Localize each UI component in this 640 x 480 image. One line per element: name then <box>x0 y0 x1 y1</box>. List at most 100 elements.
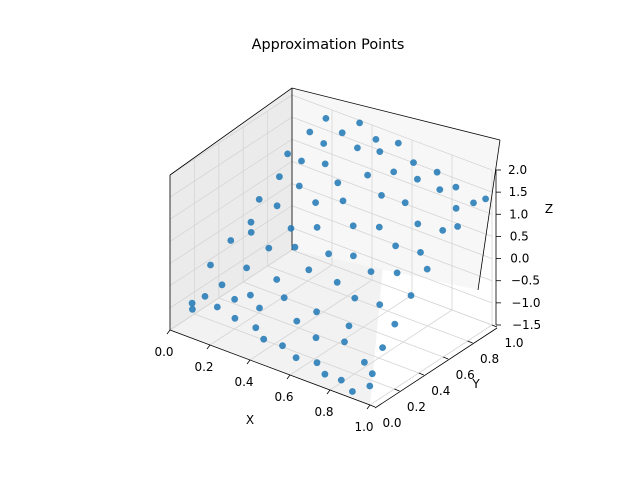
z-grid-line <box>291 94 493 171</box>
x-tick-mark <box>326 389 331 395</box>
data-point <box>213 303 221 311</box>
data-point <box>414 175 421 183</box>
x-grid-line <box>289 294 413 376</box>
data-point <box>273 202 281 210</box>
data-point <box>189 305 196 313</box>
y-tick-mark <box>418 372 424 376</box>
pane-outlines <box>169 87 501 330</box>
data-point <box>305 266 313 274</box>
x-grid-line <box>209 264 333 346</box>
x-grid-line <box>329 309 453 391</box>
y-tick-label: 1.0 <box>504 336 523 350</box>
data-point <box>379 344 386 351</box>
data-point <box>284 150 291 158</box>
z-grid-line <box>291 227 493 304</box>
data-point <box>273 276 281 283</box>
x-axis-label: X <box>246 413 254 427</box>
data-point <box>312 199 319 207</box>
data-point <box>392 242 399 250</box>
z-grid-line <box>169 227 293 309</box>
data-point <box>298 157 305 165</box>
x-tick-label: 0.6 <box>274 390 293 404</box>
data-point <box>334 179 342 187</box>
data-point <box>391 320 399 328</box>
y-grid-line <box>218 297 419 374</box>
data-point <box>287 225 295 232</box>
data-points <box>188 115 489 395</box>
panes <box>170 88 500 405</box>
pane-back <box>170 88 292 330</box>
data-point <box>349 222 357 230</box>
data-point <box>188 299 196 307</box>
data-point <box>256 304 263 312</box>
z-grid-line <box>291 116 493 193</box>
x-tick-mark <box>286 374 291 380</box>
x-tick-mark <box>206 344 211 350</box>
data-point <box>291 243 299 251</box>
data-point <box>322 115 330 122</box>
x-tick-label: 0.2 <box>194 360 213 374</box>
x-tick-mark <box>246 359 251 365</box>
data-point <box>482 195 489 203</box>
data-point <box>417 249 424 256</box>
data-point <box>366 382 374 390</box>
z-grid-line <box>169 205 293 287</box>
y-tick-label: 0.8 <box>480 352 499 366</box>
data-point <box>265 244 273 252</box>
y-axis-label: Y <box>471 377 480 391</box>
data-point <box>452 204 460 212</box>
axes: 0.0 0.2 0.4 0.6 0.8 1.0 0.0 0.2 0.4 0.6 0.8 1.0 −1.5… <box>154 163 541 434</box>
data-point <box>350 252 357 260</box>
z-grid-line <box>169 116 293 198</box>
data-point <box>351 294 359 302</box>
z-tick-label: 0.0 <box>510 252 529 266</box>
data-point <box>407 292 415 299</box>
data-point <box>260 335 268 343</box>
data-point <box>368 370 376 378</box>
z-axis-label: Z <box>545 202 553 216</box>
data-point <box>414 220 422 228</box>
z-tick-label: −1.0 <box>511 296 540 310</box>
data-point <box>433 168 441 176</box>
z-tick-label: −0.5 <box>511 274 540 288</box>
data-point <box>361 358 368 366</box>
chart-title: Approximation Points <box>252 37 405 53</box>
data-point <box>393 269 401 277</box>
data-point <box>345 322 353 330</box>
y-tick-label: 0.2 <box>407 400 426 414</box>
x-grid-line <box>369 324 493 406</box>
data-point <box>321 160 329 168</box>
data-point <box>349 388 356 395</box>
data-point <box>313 359 321 367</box>
data-point <box>423 265 431 273</box>
data-point <box>367 268 375 275</box>
z-grid-line <box>169 183 293 264</box>
data-point <box>470 199 477 207</box>
data-point <box>454 223 461 230</box>
z-grid-line <box>291 249 493 326</box>
z-tick-label: 0.5 <box>510 229 529 243</box>
data-point <box>320 140 328 147</box>
data-point <box>376 148 384 156</box>
data-point <box>276 173 283 181</box>
data-point <box>354 144 361 152</box>
data-point <box>279 342 286 350</box>
data-point <box>378 192 385 199</box>
z-grid-line <box>291 183 493 259</box>
data-point <box>295 182 303 190</box>
data-point <box>341 338 348 346</box>
y-tick-mark <box>443 356 449 360</box>
z-tick-label: 1.5 <box>509 185 528 199</box>
data-point <box>247 218 255 226</box>
data-point <box>364 171 371 179</box>
data-point <box>252 324 260 332</box>
data-point <box>312 334 320 342</box>
data-point <box>394 139 402 147</box>
data-point <box>201 293 209 300</box>
x-tick-label: 0.4 <box>234 375 253 389</box>
x-tick-mark <box>366 404 371 410</box>
x-axis-line <box>169 329 371 406</box>
data-point <box>313 224 321 231</box>
y-grid-line <box>243 281 444 358</box>
